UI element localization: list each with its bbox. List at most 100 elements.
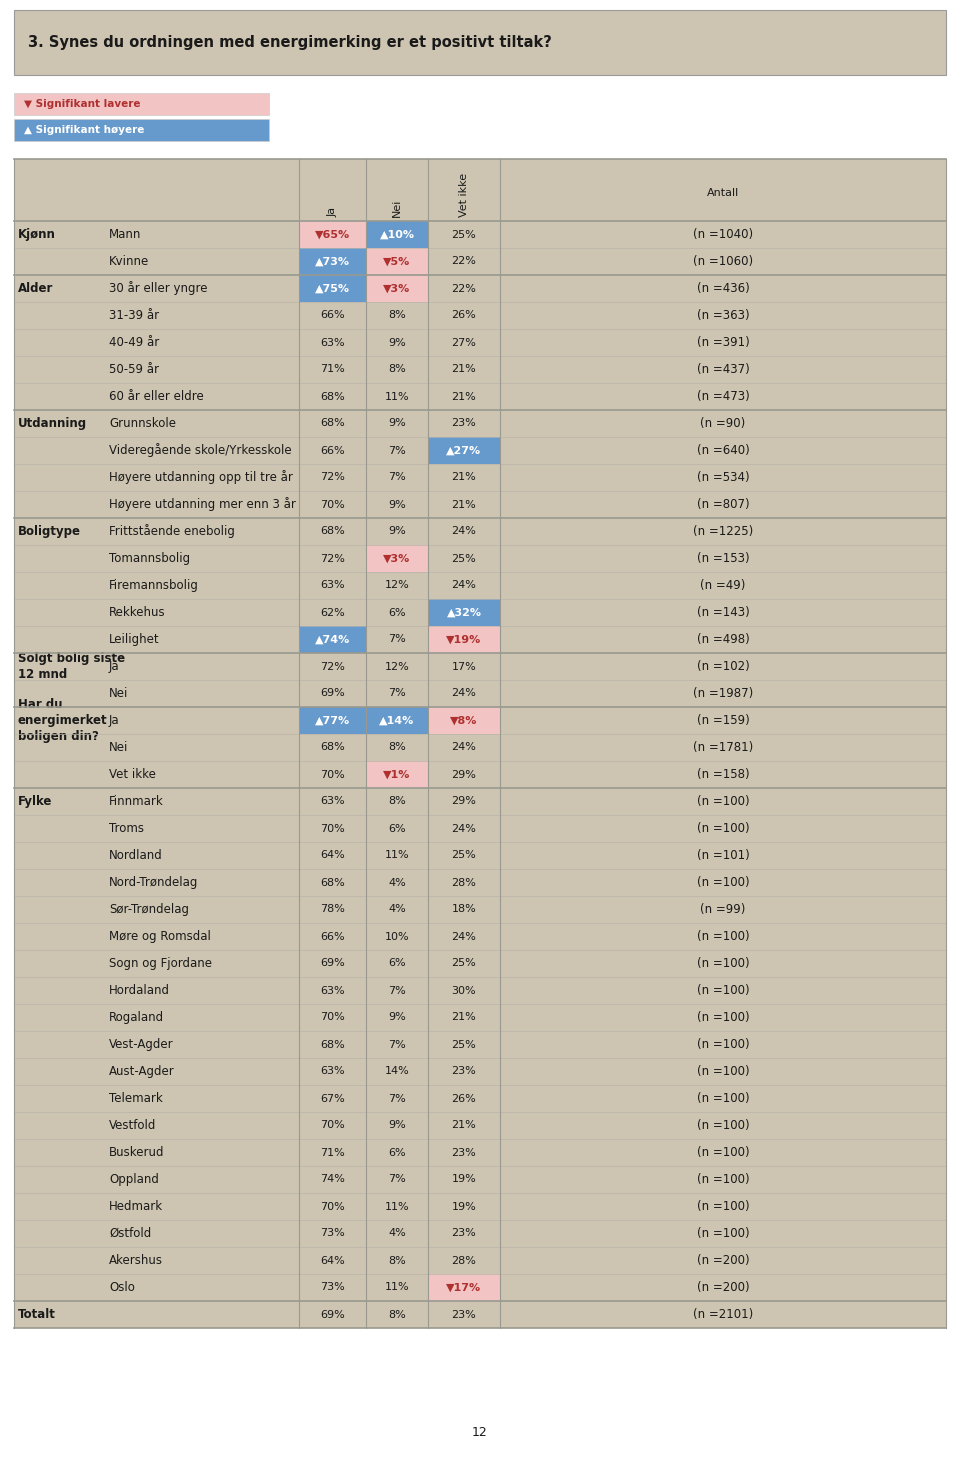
Text: 17%: 17% (451, 662, 476, 672)
Text: Har du
energimerket
boligen din?: Har du energimerket boligen din? (18, 698, 108, 744)
Bar (366, 275, 428, 302)
Text: 28%: 28% (451, 878, 476, 887)
Text: 50-59 år: 50-59 år (109, 362, 159, 375)
Text: (n =200): (n =200) (697, 1281, 750, 1294)
Text: Utdanning: Utdanning (18, 416, 87, 430)
Text: 8%: 8% (388, 742, 406, 752)
Text: 31-39 år: 31-39 år (109, 308, 159, 321)
Text: 23%: 23% (451, 1067, 476, 1077)
Text: ▼19%: ▼19% (446, 634, 482, 644)
Text: 26%: 26% (451, 311, 476, 320)
Text: (n =1781): (n =1781) (693, 741, 754, 754)
Text: ▼65%: ▼65% (315, 229, 350, 240)
Text: (n =498): (n =498) (697, 633, 750, 646)
Text: Ja: Ja (109, 660, 120, 674)
Text: (n =153): (n =153) (697, 552, 750, 565)
Text: Fylke: Fylke (18, 795, 53, 808)
Text: 11%: 11% (385, 850, 409, 861)
Text: 78%: 78% (320, 904, 345, 915)
Text: 11%: 11% (385, 392, 409, 402)
Text: 72%: 72% (320, 554, 345, 564)
Text: Frittstående enebolig: Frittstående enebolig (109, 524, 235, 539)
Bar (14, 94, 269, 115)
Text: (n =363): (n =363) (697, 308, 750, 321)
Bar (14, 159, 946, 1328)
Text: (n =1225): (n =1225) (693, 524, 754, 538)
Text: 7%: 7% (388, 1039, 406, 1049)
Bar (366, 707, 428, 733)
Text: 7%: 7% (388, 472, 406, 482)
Text: Vet ikke: Vet ikke (459, 172, 469, 218)
Text: 63%: 63% (321, 580, 345, 590)
Text: ▼3%: ▼3% (383, 283, 411, 294)
Text: Sogn og Fjordane: Sogn og Fjordane (109, 957, 212, 970)
Text: Vest-Agder: Vest-Agder (109, 1037, 174, 1050)
Text: Videregående skole/Yrkesskole: Videregående skole/Yrkesskole (109, 444, 292, 457)
Text: Tomannsbolig: Tomannsbolig (109, 552, 190, 565)
Text: 24%: 24% (451, 580, 476, 590)
Text: 6%: 6% (388, 608, 406, 618)
Text: 7%: 7% (388, 986, 406, 995)
Bar (299, 248, 366, 275)
Text: 40-49 år: 40-49 år (109, 336, 159, 349)
Bar (366, 545, 428, 573)
Text: 23%: 23% (451, 1147, 476, 1157)
Text: Solgt bolig siste
12 mnd: Solgt bolig siste 12 mnd (18, 652, 125, 681)
Text: 18%: 18% (451, 904, 476, 915)
Text: (n =100): (n =100) (697, 985, 750, 996)
Text: 11%: 11% (385, 1201, 409, 1211)
Text: Finnmark: Finnmark (109, 795, 164, 808)
Text: 21%: 21% (451, 1121, 476, 1131)
Text: (n =90): (n =90) (701, 416, 746, 430)
Bar (14, 10, 946, 75)
Text: 21%: 21% (451, 1012, 476, 1023)
Bar (428, 625, 500, 653)
Text: 69%: 69% (320, 688, 345, 698)
Text: (n =99): (n =99) (700, 903, 746, 916)
Text: Nord-Trøndelag: Nord-Trøndelag (109, 877, 199, 888)
Text: 23%: 23% (451, 1309, 476, 1319)
Text: ▲73%: ▲73% (315, 257, 350, 266)
Text: 66%: 66% (321, 311, 345, 320)
Bar (428, 599, 500, 625)
Text: 72%: 72% (320, 662, 345, 672)
Text: 10%: 10% (385, 932, 409, 941)
Text: 29%: 29% (451, 770, 476, 780)
Text: Høyere utdanning opp til tre år: Høyere utdanning opp til tre år (109, 470, 293, 485)
Text: (n =100): (n =100) (697, 1199, 750, 1213)
Text: 62%: 62% (320, 608, 345, 618)
Text: (n =49): (n =49) (700, 579, 746, 592)
Text: Rekkehus: Rekkehus (109, 606, 166, 619)
Text: 68%: 68% (320, 878, 345, 887)
Text: Rogaland: Rogaland (109, 1011, 164, 1024)
Text: (n =1987): (n =1987) (693, 687, 754, 700)
Text: 68%: 68% (320, 392, 345, 402)
Text: 4%: 4% (388, 1229, 406, 1239)
Text: 24%: 24% (451, 526, 476, 536)
Text: 73%: 73% (320, 1283, 345, 1293)
Text: (n =102): (n =102) (697, 660, 750, 674)
Text: ▲14%: ▲14% (379, 716, 415, 726)
Text: ▲27%: ▲27% (446, 446, 482, 456)
Text: Ja: Ja (327, 207, 338, 218)
Text: Sør-Trøndelag: Sør-Trøndelag (109, 903, 189, 916)
Text: ▲77%: ▲77% (315, 716, 350, 726)
Text: Nei: Nei (109, 687, 129, 700)
Text: 7%: 7% (388, 634, 406, 644)
Text: Høyere utdanning mer enn 3 år: Høyere utdanning mer enn 3 år (109, 498, 296, 511)
Text: 22%: 22% (451, 257, 476, 266)
Text: (n =1060): (n =1060) (693, 256, 753, 267)
Text: Buskerud: Buskerud (109, 1145, 164, 1159)
Text: 9%: 9% (388, 1012, 406, 1023)
Text: 9%: 9% (388, 337, 406, 348)
Text: 8%: 8% (388, 364, 406, 374)
Text: 6%: 6% (388, 958, 406, 969)
Text: 8%: 8% (388, 1309, 406, 1319)
Text: Akershus: Akershus (109, 1254, 163, 1267)
Text: Mann: Mann (109, 228, 141, 241)
Text: Troms: Troms (109, 823, 144, 836)
Bar (428, 707, 500, 733)
Text: Oslo: Oslo (109, 1281, 134, 1294)
Text: (n =100): (n =100) (697, 877, 750, 888)
Text: 63%: 63% (321, 337, 345, 348)
